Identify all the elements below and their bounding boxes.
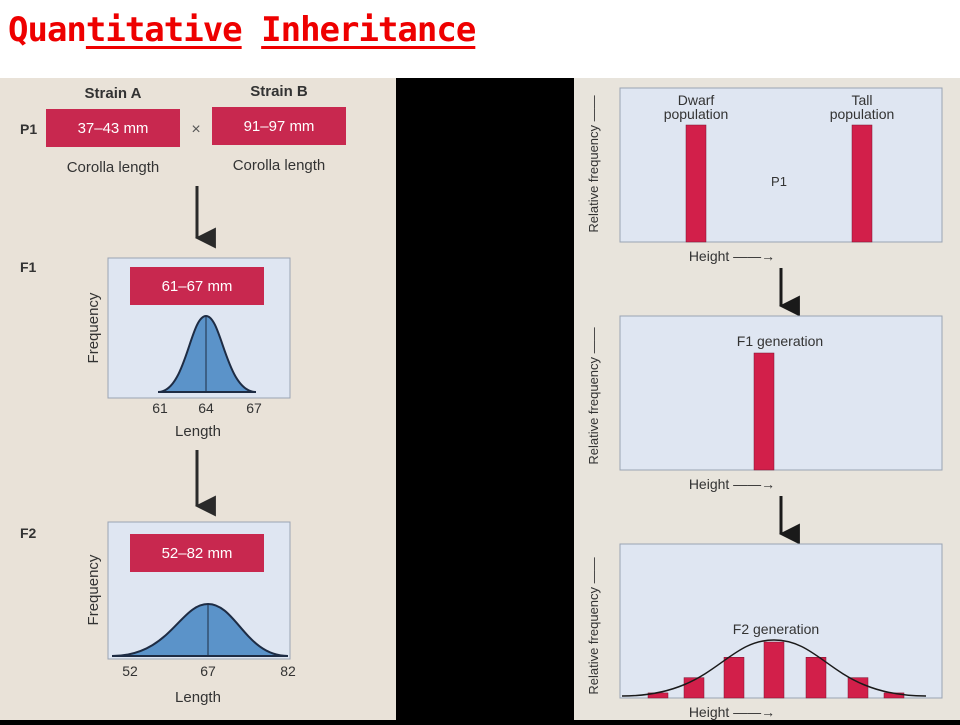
f2-range-box [130, 534, 264, 572]
f1-ylabel: Frequency [85, 292, 102, 363]
gen-f1-label: F1 [20, 259, 37, 275]
right-figure-height: Dwarf population Tall population P1 Rela… [574, 78, 960, 720]
tall-label-line1: Tall [851, 92, 872, 108]
p1-xlabel: Height ——→ [689, 248, 775, 264]
f1-ylabel: Relative frequency —— [586, 327, 601, 464]
f2-bar-3 [723, 657, 745, 699]
f1-xlabel: Length [175, 423, 221, 440]
f1-xlabel: Height ——→ [689, 476, 775, 492]
f2-normal-curve [621, 639, 927, 697]
dwarf-label-line2: population [664, 106, 729, 122]
f2-ylabel: Relative frequency —— [586, 557, 601, 694]
f2-xlabel: Height ——→ [689, 704, 775, 720]
gen-f2-label: F2 [20, 525, 37, 541]
f2-range: 52–82 mm [162, 545, 233, 562]
title-space [242, 10, 261, 50]
f2-tick-82: 82 [280, 663, 296, 679]
strain-a-label: Strain A [85, 85, 142, 102]
f2-bar-4 [763, 641, 785, 699]
p1-a-range-box [46, 109, 180, 147]
f1-bar-1 [753, 352, 775, 471]
f2-bar-5 [805, 657, 827, 699]
f2-tick-67: 67 [200, 663, 216, 679]
f1-tick-64: 64 [198, 400, 214, 416]
title-bar: Quantitative Inheritance [0, 0, 960, 78]
f2-bar-6 [847, 677, 869, 699]
left-figure-svg: Strain A Strain B P1 37–43 mm × 91–97 mm… [20, 83, 346, 706]
dwarf-label-line1: Dwarf [678, 92, 715, 108]
slide-title: Quantitative Inheritance [8, 10, 476, 50]
f1-plot-area [619, 315, 943, 471]
p1-generation-label: P1 [771, 174, 787, 189]
p1-ylabel: Relative frequency —— [586, 95, 601, 232]
right-figure-svg: Dwarf population Tall population P1 Rela… [586, 87, 943, 720]
f1-range-box [130, 267, 264, 305]
f2-ylabel: Frequency [85, 554, 102, 625]
p1-bar-1 [685, 124, 707, 243]
left-figure-corolla-length: Strain A Strain B P1 37–43 mm × 91–97 mm… [0, 78, 396, 720]
corolla-length-a: Corolla length [67, 159, 160, 176]
p1-bar-2 [851, 124, 873, 243]
p1-b-range: 91–97 mm [244, 118, 315, 135]
f2-tick-52: 52 [122, 663, 138, 679]
f1-tick-67: 67 [246, 400, 262, 416]
f1-range: 61–67 mm [162, 278, 233, 295]
p1-plot-area [619, 87, 943, 243]
f2-generation-label: F2 generation [733, 621, 819, 637]
f1-bars [753, 352, 775, 471]
p1-bars [685, 124, 873, 243]
corolla-length-b: Corolla length [233, 157, 326, 174]
title-part-4: Inheritance [261, 10, 476, 50]
cross-symbol: × [191, 121, 200, 138]
p1-a-range: 37–43 mm [78, 120, 149, 137]
title-part-2: titative [85, 10, 243, 50]
p1-b-range-box [212, 107, 346, 145]
tall-label-line2: population [830, 106, 895, 122]
f1-tick-61: 61 [152, 400, 168, 416]
strain-b-label: Strain B [250, 83, 308, 100]
gen-p1-label: P1 [20, 121, 37, 137]
f2-bars [647, 641, 905, 699]
f2-xlabel: Length [175, 689, 221, 706]
f1-generation-label: F1 generation [737, 333, 823, 349]
title-part-1: Quan [8, 10, 87, 50]
